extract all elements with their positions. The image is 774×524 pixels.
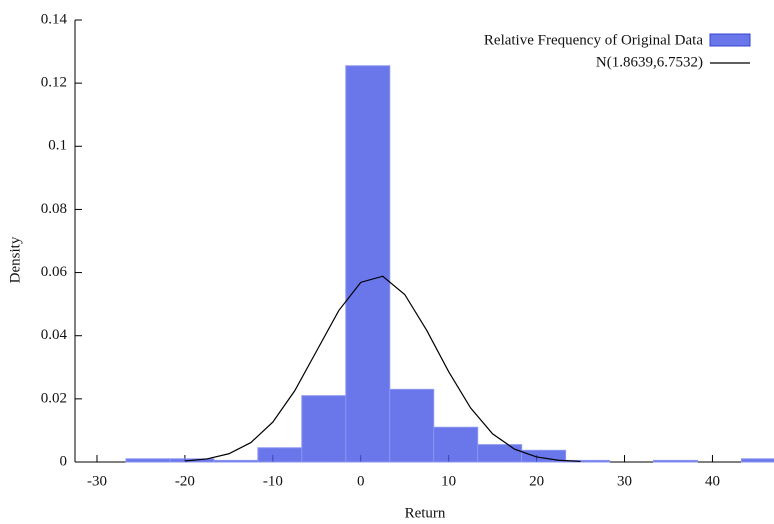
x-tick-label: 0 <box>357 473 365 489</box>
x-axis-label: Return <box>405 505 446 521</box>
bar <box>521 449 567 463</box>
y-tick-label: 0 <box>60 453 68 469</box>
x-tick-label: 10 <box>441 473 456 489</box>
y-tick-label: 0.14 <box>41 11 68 27</box>
y-tick-label: 0.1 <box>48 138 67 154</box>
bar <box>301 395 347 463</box>
x-tick-label: -20 <box>175 473 195 489</box>
normal-curve <box>184 275 581 463</box>
bar <box>389 388 435 463</box>
x-tick-label: 20 <box>529 473 544 489</box>
x-tick-label: 40 <box>705 473 720 489</box>
y-tick-label: 0.06 <box>41 264 68 280</box>
bar <box>213 459 259 463</box>
y-tick-label: 0.08 <box>41 201 67 217</box>
bar <box>477 444 523 463</box>
y-axis-label: Density <box>7 236 23 283</box>
x-tick-label: -10 <box>263 473 283 489</box>
y-tick-label: 0.12 <box>41 75 67 91</box>
bar <box>740 458 774 463</box>
bar <box>345 65 391 463</box>
bar <box>653 459 699 463</box>
bar <box>433 426 479 463</box>
x-tick-label: 30 <box>617 473 632 489</box>
bar <box>125 458 171 463</box>
legend-swatch <box>709 33 751 47</box>
legend-label: Relative Frequency of Original Data <box>484 32 703 48</box>
y-tick-label: 0.02 <box>41 390 67 406</box>
y-tick-label: 0.04 <box>41 327 68 343</box>
x-tick-label: -30 <box>87 473 107 489</box>
legend-label: N(1.8639,6.7532) <box>596 54 703 70</box>
bar <box>257 447 303 463</box>
